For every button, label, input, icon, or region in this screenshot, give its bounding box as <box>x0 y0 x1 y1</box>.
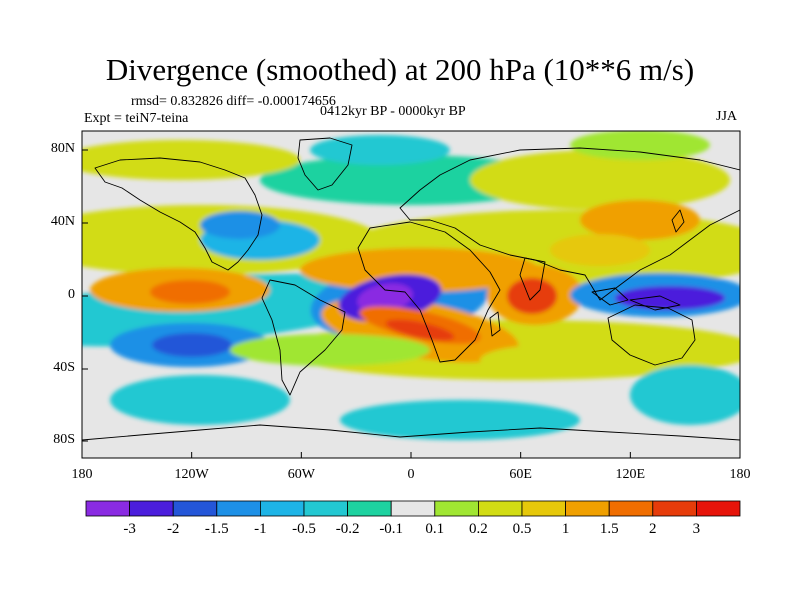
field-contour <box>470 150 730 210</box>
field-contour <box>110 375 290 425</box>
colorbar-label: 0.2 <box>469 521 488 537</box>
colorbar-label: -0.1 <box>379 521 404 537</box>
colorbar-label: 2 <box>649 521 657 537</box>
colorbar-swatch <box>477 500 523 517</box>
field-contour <box>230 334 430 366</box>
lon-label: 180 <box>71 467 93 482</box>
field-layer <box>82 131 740 458</box>
colorbar-swatch <box>303 500 348 517</box>
lat-label: 80N <box>50 141 75 156</box>
lon-label: 120E <box>615 467 646 482</box>
colorbar-label: -3 <box>123 521 136 537</box>
colorbar-swatch <box>608 500 654 517</box>
colorbar-swatch <box>390 500 436 517</box>
field-contour <box>570 131 710 160</box>
colorbar-swatch <box>652 500 697 517</box>
colorbar-swatch <box>347 500 392 517</box>
colorbar-swatch <box>259 500 305 517</box>
colorbar-label: -0.5 <box>292 521 316 537</box>
field-contour <box>550 234 650 266</box>
lat-label: 0 <box>68 287 75 302</box>
lat-label: 80S <box>53 432 75 447</box>
field-contour <box>82 140 300 180</box>
field-contour <box>200 211 280 239</box>
field-contour <box>507 278 557 314</box>
colorbar-swatch <box>172 500 218 517</box>
map-title: Divergence (smoothed) at 200 hPa (10**6 … <box>105 52 695 87</box>
axis-ticks <box>81 149 741 458</box>
colorbar-label: -2 <box>166 521 180 537</box>
field-contour <box>357 283 413 313</box>
field-contour <box>310 135 450 165</box>
season-label: JJA <box>716 109 738 124</box>
colorbar-label: 0.5 <box>512 521 532 537</box>
colorbar-label: 3 <box>692 521 701 537</box>
colorbar-label: 1 <box>561 521 570 537</box>
lon-label: 60W <box>287 467 315 482</box>
colorbar-swatch <box>521 500 566 517</box>
colorbar-swatch <box>565 500 610 517</box>
coastlines <box>82 137 740 441</box>
field-contour <box>580 200 700 240</box>
colorbar-swatch <box>129 500 174 517</box>
field-contour <box>150 280 230 304</box>
colorbar-label: -0.2 <box>335 521 360 537</box>
experiment-label: Expt = teiN7-teina <box>84 111 189 126</box>
contour-fill <box>82 131 740 440</box>
colorbar-label: -1 <box>254 521 267 537</box>
field-contour <box>300 248 540 292</box>
field-contour <box>340 400 580 440</box>
colorbar-label: 1.5 <box>599 521 619 537</box>
lon-label: 180 <box>729 467 751 482</box>
field-contour <box>615 286 725 310</box>
lon-label: 120W <box>174 467 209 482</box>
lat-label: 40N <box>50 214 75 229</box>
colorbar-swatch <box>85 500 130 517</box>
period-label: 0412kyr BP - 0000kyr BP <box>320 104 466 119</box>
colorbar-swatch <box>216 500 261 517</box>
field-contour <box>480 344 640 376</box>
colorbar-swatch <box>434 500 479 517</box>
rmsd-diff-stats: rmsd= 0.832826 diff= -0.000174656 <box>131 94 336 109</box>
lat-label: 40S <box>53 360 75 375</box>
lon-label: 60E <box>509 467 532 482</box>
field-contour <box>630 365 740 425</box>
colorbar <box>85 500 741 517</box>
lon-label: 0 <box>407 467 415 482</box>
colorbar-swatch <box>696 500 741 517</box>
colorbar-label: 0.1 <box>425 521 445 537</box>
field-contour <box>385 319 455 341</box>
colorbar-label: -1.5 <box>204 521 229 537</box>
field-contour <box>152 333 232 357</box>
